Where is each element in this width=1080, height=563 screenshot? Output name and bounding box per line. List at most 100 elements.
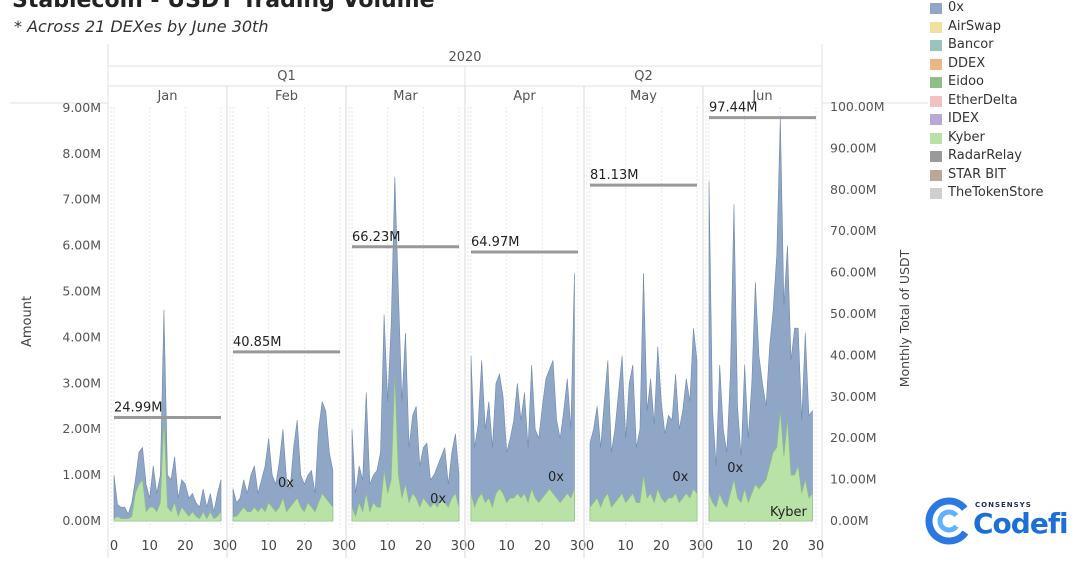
legend-swatch — [930, 188, 942, 199]
y-tick-label: 9.00M — [62, 100, 101, 115]
x-tick-label: 0 — [110, 539, 118, 554]
y-tick-label: 8.00M — [62, 146, 101, 161]
y-tick-label: 3.00M — [62, 375, 101, 390]
monthly-total-label: 81.13M — [590, 168, 638, 183]
y-tick-label: 2.00M — [62, 421, 101, 436]
legend-swatch — [930, 95, 942, 107]
y2-tick-label: 40.00M — [830, 347, 877, 362]
series-area-kyber — [351, 374, 460, 522]
legend-label: STAR BIT — [948, 166, 1006, 182]
legend-swatch — [930, 77, 942, 88]
x-tick-label: 10 — [617, 539, 634, 554]
series-annotation: 0x — [672, 470, 688, 485]
x-tick-label: 10 — [736, 539, 753, 554]
x-tick-label: 0 — [229, 539, 237, 554]
legend-label: 0x — [948, 0, 964, 15]
legend-swatch — [930, 114, 942, 125]
y2-tick-label: 0.00M — [830, 513, 869, 528]
monthly-total-label: 24.99M — [114, 401, 162, 416]
legend-label: TheTokenStore — [948, 185, 1044, 200]
y2-tick-label: 30.00M — [830, 389, 877, 404]
legend-swatch — [930, 40, 942, 51]
logo-name: Codefi — [973, 507, 1069, 540]
y-tick-label: 7.00M — [62, 192, 101, 207]
x-tick-label: 10 — [379, 539, 396, 554]
series-area-kyber — [589, 475, 698, 522]
x-tick-label: 20 — [296, 539, 313, 554]
series-area-kyber — [470, 487, 575, 522]
x-tick-label: 20 — [534, 539, 551, 554]
series-annotation: 0x — [727, 461, 743, 476]
legend-label: Eidoo — [948, 74, 984, 89]
legend-swatch — [930, 132, 942, 144]
x-tick-label: 30 — [570, 539, 587, 554]
x-tick-label: 30 — [689, 539, 706, 554]
x-tick-label: 0 — [586, 539, 594, 554]
legend-swatch — [930, 169, 942, 181]
x-tick-label: 30 — [808, 539, 825, 554]
y2-tick-label: 50.00M — [830, 306, 877, 321]
x-tick-label: 20 — [653, 539, 670, 554]
codefi-logo-icon — [925, 497, 973, 545]
x-tick-label: 10 — [260, 539, 277, 554]
legend-swatch — [930, 21, 942, 33]
series-area-kyber — [113, 420, 222, 522]
y2-tick-label: 20.00M — [830, 430, 877, 445]
y-tick-label: 6.00M — [62, 238, 101, 253]
x-tick-label: 20 — [415, 539, 432, 554]
series-annotation: 0x — [430, 492, 446, 507]
legend-swatch — [930, 3, 942, 14]
quarter-label: Q1 — [277, 69, 296, 84]
quarter-label: Q2 — [634, 69, 653, 84]
y2-tick-label: 100.00M — [830, 99, 885, 114]
legend-swatch — [930, 58, 942, 70]
x-tick-label: 0 — [467, 539, 475, 554]
y2-tick-label: 60.00M — [830, 265, 877, 280]
month-label: Feb — [275, 89, 298, 104]
legend-label: DDEX — [948, 55, 986, 71]
x-tick-label: 20 — [772, 539, 789, 554]
monthly-total-label: 64.97M — [471, 235, 519, 250]
x-tick-label: 0 — [705, 539, 713, 554]
legend-label: Bancor — [948, 37, 994, 52]
series-area-0x — [351, 176, 460, 522]
y2-tick-label: 70.00M — [830, 223, 877, 238]
x-tick-label: 30 — [332, 539, 349, 554]
series-annotation: Kyber — [770, 505, 808, 520]
series-area-0x — [232, 401, 334, 522]
chart-title: Stablecoin - USDT Trading Volume — [12, 0, 435, 13]
y2-tick-label: 90.00M — [830, 140, 877, 155]
y-tick-label: 1.00M — [62, 467, 101, 482]
series-area-kyber — [708, 410, 813, 522]
month-label: Apr — [513, 89, 536, 104]
month-label: May — [630, 89, 657, 104]
monthly-total-label: 97.44M — [709, 101, 757, 116]
series-annotation: 0x — [278, 476, 294, 491]
monthly-total-label: 66.23M — [352, 230, 400, 245]
x-tick-label: 30 — [213, 539, 230, 554]
legend-label: EtherDelta — [948, 92, 1018, 108]
logo-company: CONSENSYS — [975, 501, 1032, 509]
y-tick-label: 5.00M — [62, 284, 101, 299]
x-tick-label: 30 — [451, 539, 468, 554]
series-area-kyber — [232, 492, 334, 522]
y-axis-label: Amount — [20, 296, 35, 347]
legend-swatch — [930, 151, 942, 162]
legend-label: AirSwap — [948, 18, 1001, 34]
legend-label: RadarRelay — [948, 148, 1022, 163]
x-tick-label: 20 — [177, 539, 194, 554]
series-area-0x — [113, 309, 222, 522]
chart-subtitle: * Across 21 DEXes by June 30th — [14, 17, 269, 36]
x-tick-label: 10 — [141, 539, 158, 554]
year-label: 2020 — [448, 50, 481, 65]
series-annotation: 0x — [548, 470, 564, 485]
month-label: Mar — [393, 89, 418, 104]
y2-axis-label: Monthly Total of USDT — [897, 249, 912, 387]
legend-label: IDEX — [948, 111, 979, 126]
legend-label: Kyber — [948, 129, 985, 145]
month-label: Jun — [751, 89, 772, 104]
x-tick-label: 10 — [498, 539, 515, 554]
month-label: Jan — [156, 89, 177, 104]
x-tick-label: 0 — [348, 539, 356, 554]
